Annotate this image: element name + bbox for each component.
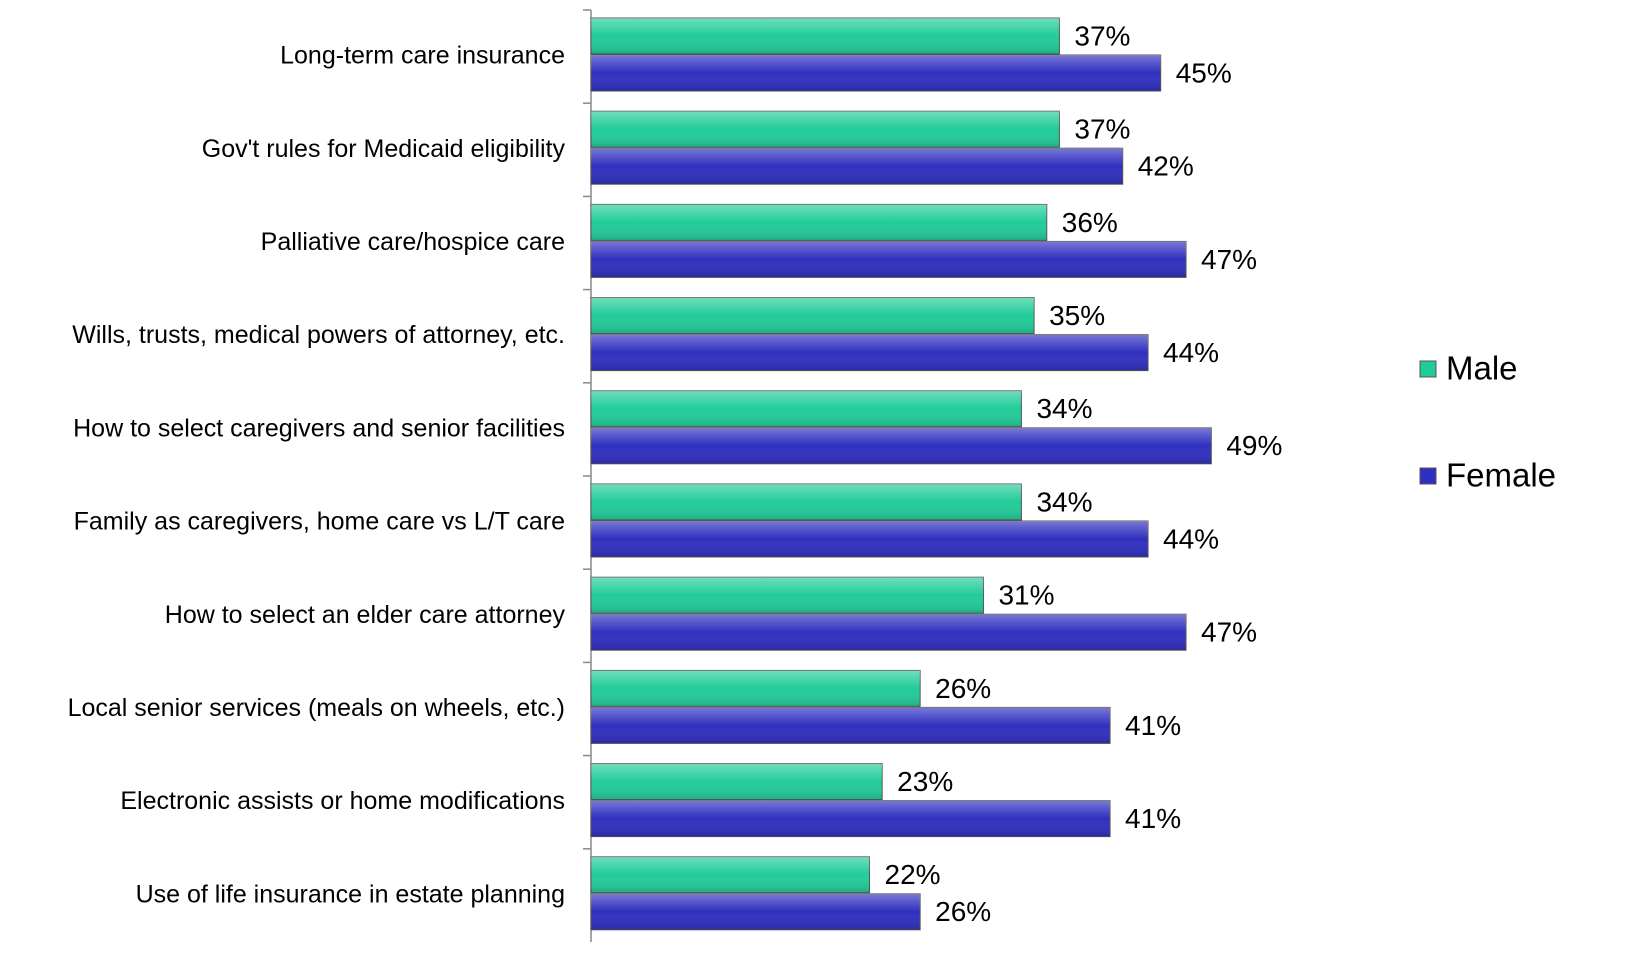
category-label: How to select an elder care attorney <box>165 601 566 629</box>
value-label: 44% <box>1163 523 1219 554</box>
bar <box>590 17 1060 55</box>
value-label: 34% <box>1036 486 1092 517</box>
legend-swatch <box>1419 360 1437 378</box>
bar <box>590 706 1111 744</box>
bar <box>590 576 984 614</box>
bar <box>590 240 1187 278</box>
value-label: 47% <box>1201 617 1257 648</box>
bar <box>590 613 1187 651</box>
bar <box>590 763 883 801</box>
bar <box>590 483 1022 521</box>
bar <box>590 334 1149 372</box>
category-label: Long-term care insurance <box>280 42 565 70</box>
value-label: 22% <box>885 859 941 890</box>
bar <box>590 856 871 894</box>
bar <box>590 297 1035 335</box>
bar <box>590 54 1162 92</box>
value-label: 42% <box>1138 151 1194 182</box>
bar <box>590 203 1048 241</box>
category-label: Palliative care/hospice care <box>261 228 565 256</box>
category-label: How to select caregivers and senior faci… <box>73 414 565 442</box>
value-label: 31% <box>998 580 1054 611</box>
value-label: 37% <box>1074 20 1130 51</box>
bar <box>590 427 1212 465</box>
value-label: 26% <box>935 896 991 927</box>
category-label: Electronic assists or home modifications <box>120 787 565 815</box>
bar <box>590 893 921 931</box>
value-label: 23% <box>897 766 953 797</box>
legend-swatch <box>1419 467 1437 485</box>
value-label: 37% <box>1074 114 1130 145</box>
value-label: 44% <box>1163 337 1219 368</box>
category-label: Wills, trusts, medical powers of attorne… <box>72 321 565 349</box>
legend-label: Male <box>1446 350 1518 387</box>
bar <box>590 520 1149 558</box>
value-label: 34% <box>1036 393 1092 424</box>
category-label: Family as caregivers, home care vs L/T c… <box>74 508 565 536</box>
bar <box>590 800 1111 838</box>
bar <box>590 390 1022 428</box>
category-label: Local senior services (meals on wheels, … <box>68 694 565 722</box>
bar <box>590 147 1124 185</box>
value-label: 41% <box>1125 710 1181 741</box>
value-label: 49% <box>1226 430 1282 461</box>
legend-label: Female <box>1446 457 1556 494</box>
category-label: Use of life insurance in estate planning <box>136 880 565 908</box>
value-label: 35% <box>1049 300 1105 331</box>
bar <box>590 110 1060 148</box>
value-label: 47% <box>1201 244 1257 275</box>
value-label: 36% <box>1062 207 1118 238</box>
value-label: 45% <box>1176 57 1232 88</box>
bar <box>590 669 921 707</box>
value-label: 41% <box>1125 803 1181 834</box>
value-label: 26% <box>935 673 991 704</box>
category-label: Gov't rules for Medicaid eligibility <box>202 135 566 163</box>
